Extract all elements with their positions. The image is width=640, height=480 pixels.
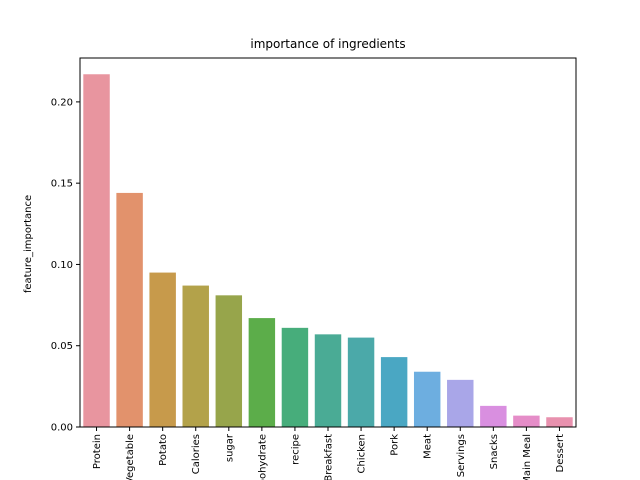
bar xyxy=(83,74,110,428)
x-tick-label: Potato xyxy=(158,434,169,466)
y-tick-label: 0.20 xyxy=(51,97,73,108)
bar xyxy=(149,272,176,427)
bars xyxy=(83,74,573,428)
x-tick-label: Calories xyxy=(191,434,202,474)
bar xyxy=(215,295,243,427)
x-tick-label: Vegetable xyxy=(125,434,136,480)
bar xyxy=(281,327,309,427)
x-tick-label: Dessert xyxy=(555,434,566,473)
y-tick-label: 0.05 xyxy=(51,341,73,352)
x-tick-label: Main Meal xyxy=(522,434,533,480)
bar xyxy=(116,192,143,427)
x-tick-label: Pork xyxy=(390,434,401,456)
x-tick-label: Chicken xyxy=(357,434,368,474)
bar xyxy=(413,371,441,427)
bar xyxy=(347,337,375,427)
bar xyxy=(248,318,276,427)
bar xyxy=(314,334,342,427)
x-axis-ticks: Protein Vegetable Potato Calories sugar Carbo… xyxy=(92,427,566,480)
y-tick-label: 0.00 xyxy=(51,423,73,434)
plot-frame xyxy=(79,57,577,428)
x-tick-label: Snacks xyxy=(489,434,500,469)
bar xyxy=(182,285,209,427)
bar xyxy=(513,415,540,427)
y-tick-label: 0.15 xyxy=(51,179,73,190)
bar xyxy=(546,417,573,427)
y-axis-ticks: 0.00 0.05 0.10 0.15 0.20 xyxy=(51,97,80,434)
x-tick-label: Carbohydrate xyxy=(257,434,268,480)
chart-title: importance of ingredients xyxy=(250,37,405,51)
y-tick-label: 0.10 xyxy=(51,260,73,271)
bar xyxy=(480,405,507,427)
bar xyxy=(380,357,408,427)
x-tick-label: Breakfast xyxy=(324,434,335,480)
x-tick-label: Servings xyxy=(456,434,467,477)
x-tick-label: Protein xyxy=(92,434,103,469)
bar xyxy=(447,379,474,427)
y-axis-label: feature_importance xyxy=(23,195,34,293)
x-tick-label: sugar xyxy=(224,433,235,462)
x-tick-label: recipe xyxy=(290,434,301,465)
x-tick-label: Meat xyxy=(423,434,434,459)
